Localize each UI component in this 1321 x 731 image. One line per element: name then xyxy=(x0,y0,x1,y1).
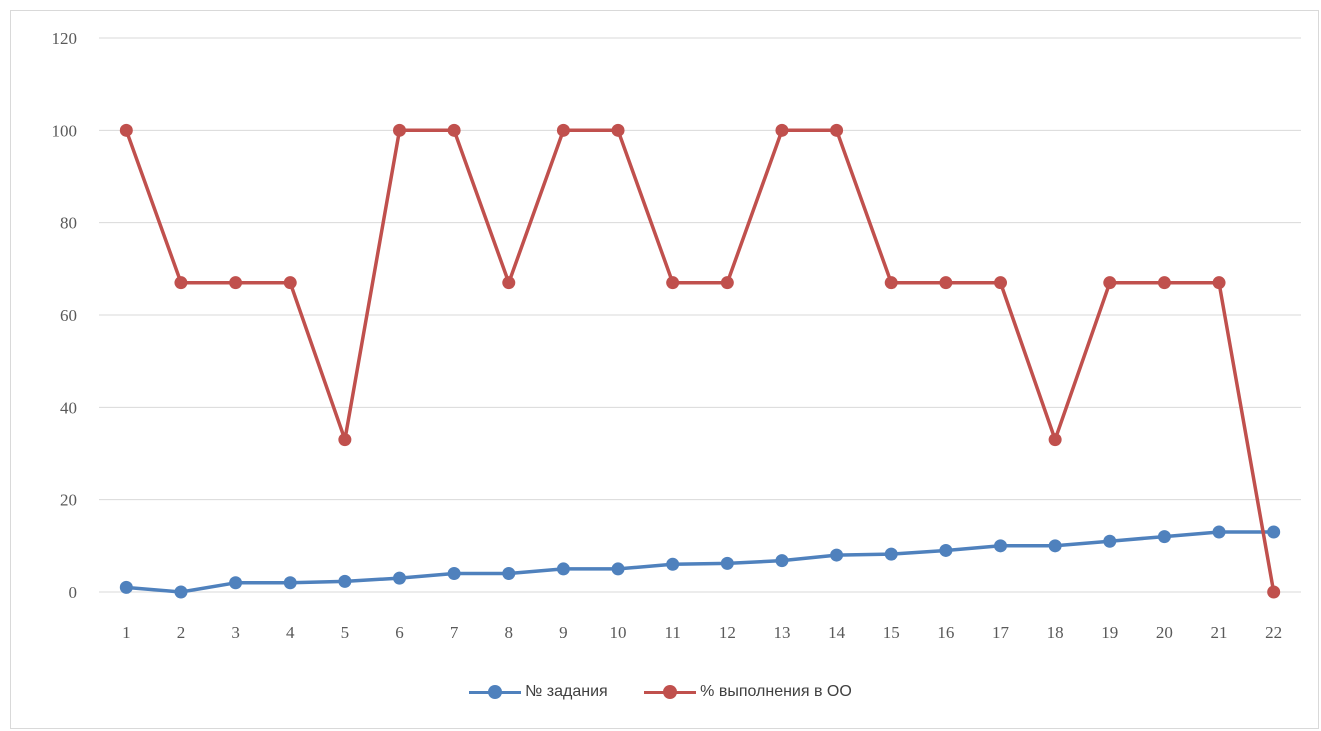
data-point xyxy=(939,543,953,557)
data-point xyxy=(611,123,625,137)
x-tick-label: 1 xyxy=(122,623,131,642)
y-axis-ticks: 0 20 40 60 80 100 120 xyxy=(52,29,78,602)
x-tick-label: 2 xyxy=(177,623,186,642)
data-point xyxy=(1103,276,1117,290)
data-point xyxy=(119,580,133,594)
data-point xyxy=(666,557,680,571)
x-tick-label: 13 xyxy=(773,623,790,642)
x-tick-label: 15 xyxy=(883,623,900,642)
x-tick-label: 16 xyxy=(937,623,954,642)
y-tick-label: 40 xyxy=(60,398,77,417)
data-point xyxy=(556,123,570,137)
data-point xyxy=(119,123,133,137)
data-point xyxy=(502,276,516,290)
legend-label-series-2: % выполнения в ОО xyxy=(700,683,852,700)
data-point xyxy=(775,554,789,568)
grid-lines xyxy=(99,37,1301,593)
data-point xyxy=(447,123,461,137)
x-tick-label: 18 xyxy=(1047,623,1064,642)
x-tick-label: 20 xyxy=(1156,623,1173,642)
legend-marker-series-2 xyxy=(644,685,697,699)
data-point xyxy=(1103,534,1117,548)
legend-label-series-1: № задания xyxy=(525,683,608,700)
data-point xyxy=(611,562,625,576)
data-point xyxy=(939,276,953,290)
y-tick-label: 20 xyxy=(60,491,77,510)
data-point xyxy=(775,123,789,137)
x-tick-label: 4 xyxy=(286,623,295,642)
data-point xyxy=(174,585,188,599)
legend-item-series-2: % выполнения в ОО xyxy=(644,683,852,701)
series-2-line xyxy=(124,128,1276,593)
data-point xyxy=(1048,539,1062,553)
x-axis-ticks: 1 2 3 4 5 6 7 8 9 10 11 12 13 14 15 16 17 18 19 20 21 22 xyxy=(122,623,1282,642)
data-point xyxy=(1157,530,1171,544)
data-point xyxy=(1212,276,1226,290)
data-point xyxy=(393,123,406,137)
series-2 xyxy=(119,123,1281,599)
x-tick-label: 9 xyxy=(559,623,568,642)
data-point xyxy=(830,123,844,137)
series-layer xyxy=(119,123,1281,599)
data-point xyxy=(1267,585,1281,599)
data-point xyxy=(1157,276,1171,290)
x-tick-label: 14 xyxy=(828,623,846,642)
data-point xyxy=(884,547,898,561)
data-point xyxy=(283,576,297,590)
y-tick-label: 120 xyxy=(52,29,78,48)
data-point xyxy=(447,567,461,581)
data-point xyxy=(338,433,352,447)
data-point xyxy=(1048,433,1062,447)
x-tick-label: 10 xyxy=(610,623,627,642)
data-point xyxy=(174,276,188,290)
data-point xyxy=(229,576,243,590)
data-point xyxy=(229,276,243,290)
data-point xyxy=(884,276,898,290)
x-tick-label: 17 xyxy=(992,623,1010,642)
data-point xyxy=(283,276,297,290)
data-point xyxy=(1267,525,1281,539)
data-point xyxy=(556,562,570,576)
x-tick-label: 7 xyxy=(450,623,459,642)
data-point xyxy=(393,571,406,585)
data-point xyxy=(994,539,1007,553)
x-tick-label: 21 xyxy=(1211,623,1228,642)
data-point xyxy=(338,574,352,588)
x-tick-label: 22 xyxy=(1265,623,1282,642)
legend-marker-series-1 xyxy=(469,685,522,699)
data-point xyxy=(1212,525,1226,539)
x-tick-label: 19 xyxy=(1101,623,1118,642)
data-point xyxy=(994,276,1007,290)
data-point xyxy=(720,276,734,290)
data-point xyxy=(830,548,844,562)
x-tick-label: 12 xyxy=(719,623,736,642)
y-tick-label: 60 xyxy=(60,306,77,325)
y-tick-label: 100 xyxy=(52,121,78,140)
x-tick-label: 6 xyxy=(395,623,404,642)
series-1-line xyxy=(126,530,1274,594)
x-tick-label: 11 xyxy=(664,623,680,642)
x-tick-label: 5 xyxy=(341,623,350,642)
legend-item-series-1: № задания xyxy=(469,683,608,701)
legend: № задания % выполнения в ОО xyxy=(0,683,1321,704)
data-point xyxy=(502,567,516,581)
data-point xyxy=(720,556,734,570)
y-tick-label: 80 xyxy=(60,214,77,233)
data-point xyxy=(666,276,680,290)
y-tick-label: 0 xyxy=(69,583,78,602)
x-tick-label: 3 xyxy=(231,623,240,642)
series-1 xyxy=(119,525,1281,599)
x-tick-label: 8 xyxy=(505,623,514,642)
